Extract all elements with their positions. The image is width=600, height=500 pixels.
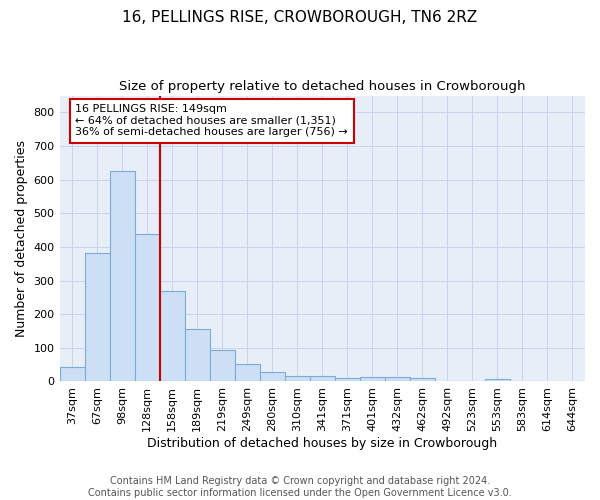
Bar: [59, 367, 85, 382]
Title: Size of property relative to detached houses in Crowborough: Size of property relative to detached ho…: [119, 80, 526, 93]
Bar: [260, 372, 285, 382]
Bar: [209, 350, 235, 382]
Bar: [335, 378, 360, 382]
Text: 16, PELLINGS RISE, CROWBOROUGH, TN6 2RZ: 16, PELLINGS RISE, CROWBOROUGH, TN6 2RZ: [122, 10, 478, 25]
Bar: [185, 330, 209, 382]
Bar: [235, 364, 260, 382]
Text: Contains HM Land Registry data © Crown copyright and database right 2024.
Contai: Contains HM Land Registry data © Crown c…: [88, 476, 512, 498]
Bar: [310, 376, 335, 382]
Bar: [385, 378, 410, 382]
Bar: [160, 292, 185, 382]
Bar: [360, 378, 385, 382]
X-axis label: Distribution of detached houses by size in Crowborough: Distribution of detached houses by size …: [147, 437, 497, 450]
Bar: [110, 171, 134, 382]
Bar: [485, 379, 510, 382]
Bar: [85, 253, 110, 382]
Bar: [410, 378, 435, 382]
Text: 16 PELLINGS RISE: 149sqm
← 64% of detached houses are smaller (1,351)
36% of sem: 16 PELLINGS RISE: 149sqm ← 64% of detach…: [76, 104, 348, 138]
Y-axis label: Number of detached properties: Number of detached properties: [15, 140, 28, 337]
Bar: [134, 234, 160, 382]
Bar: [285, 376, 310, 382]
